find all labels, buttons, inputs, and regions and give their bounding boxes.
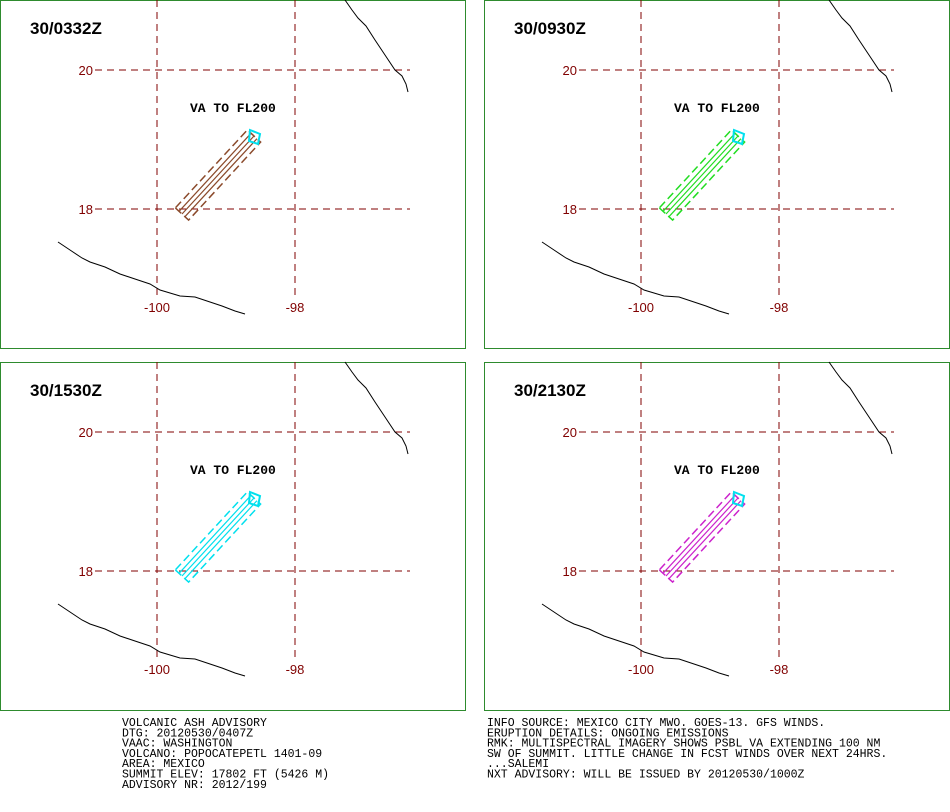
panel-border — [484, 0, 950, 349]
longitude-label: -98 — [286, 662, 305, 677]
longitude-label: -100 — [144, 300, 170, 315]
latitude-label: 18 — [79, 564, 93, 579]
valid-time: 30/0930Z — [514, 19, 586, 38]
advisory-line: SUMMIT ELEV: 17802 FT (5426 M) — [122, 769, 329, 782]
ash-line — [668, 138, 742, 218]
advisory-line: DTG: 20120530/0407Z — [122, 727, 253, 740]
map-panel: 20 18 -100 -98 30/2130Z VA TO FL200 — [484, 361, 950, 711]
advisory-line: RMK: MULTISPECTRAL IMAGERY SHOWS PSBL VA… — [487, 738, 880, 751]
coastline — [828, 0, 893, 93]
ash-line — [665, 135, 739, 215]
coastline — [57, 241, 246, 315]
ash-line — [178, 494, 252, 574]
ash-outline — [658, 128, 746, 222]
coastline — [828, 361, 893, 455]
advisory-line: VOLCANIC ASH ADVISORY — [122, 717, 267, 730]
advisory-line: NXT ADVISORY: WILL BE ISSUED BY 20120530… — [487, 769, 805, 782]
map-panel: 20 18 -100 -98 30/1530Z VA TO FL200 — [0, 361, 466, 711]
valid-time: 30/0332Z — [30, 19, 102, 38]
valid-time: 30/2130Z — [514, 381, 586, 400]
longitude-label: -100 — [144, 662, 170, 677]
panel-border — [484, 362, 950, 711]
ash-line — [178, 132, 252, 212]
ash-line — [662, 132, 736, 212]
advisory-line: VAAC: WASHINGTON — [122, 738, 232, 751]
coastline — [541, 241, 730, 315]
advisory-line: SW OF SUMMIT. LITTLE CHANGE IN FCST WIND… — [487, 748, 887, 761]
coastline — [344, 0, 409, 93]
longitude-label: -98 — [770, 300, 789, 315]
latitude-label: 20 — [79, 63, 93, 78]
map-panel: 20 18 -100 -98 30/0332Z VA TO FL200 — [0, 0, 466, 349]
coastline — [541, 603, 730, 677]
longitude-label: -100 — [628, 662, 654, 677]
latitude-label: 18 — [79, 202, 93, 217]
advisory-line: AREA: MEXICO — [122, 758, 205, 771]
advisory-line: ERUPTION DETAILS: ONGOING EMISSIONS — [487, 727, 729, 740]
ash-outline — [174, 128, 262, 222]
ash-line — [668, 500, 742, 580]
summit-marker — [247, 128, 262, 146]
longitude-label: -98 — [286, 300, 305, 315]
flight-level-label: VA TO FL200 — [190, 101, 276, 116]
advisory-line: VOLCANO: POPOCATEPETL 1401-09 — [122, 748, 322, 761]
flight-level-label: VA TO FL200 — [674, 101, 760, 116]
valid-time: 30/1530Z — [30, 381, 102, 400]
map-panel: 20 18 -100 -98 30/0930Z VA TO FL200 — [484, 0, 950, 349]
summit-marker — [247, 490, 262, 508]
flight-level-label: VA TO FL200 — [190, 463, 276, 478]
coastline — [57, 603, 246, 677]
flight-level-label: VA TO FL200 — [674, 463, 760, 478]
ash-outline — [174, 490, 262, 584]
ash-line — [184, 500, 258, 580]
advisory-line: ADVISORY NR: 2012/199 — [122, 779, 267, 792]
summit-marker — [731, 490, 746, 508]
latitude-label: 20 — [563, 63, 577, 78]
ash-line — [662, 494, 736, 574]
longitude-label: -100 — [628, 300, 654, 315]
panel-border — [0, 362, 466, 711]
ash-line — [665, 497, 739, 577]
latitude-label: 20 — [79, 425, 93, 440]
ash-line — [181, 135, 255, 215]
coastline — [344, 361, 409, 455]
advisory-line: INFO SOURCE: MEXICO CITY MWO. GOES-13. G… — [487, 717, 825, 730]
ash-line — [181, 497, 255, 577]
panel-border — [0, 0, 466, 349]
advisory-line: ...SALEMI — [487, 758, 549, 771]
ash-outline — [658, 490, 746, 584]
summit-marker — [731, 128, 746, 146]
latitude-label: 18 — [563, 564, 577, 579]
latitude-label: 18 — [563, 202, 577, 217]
longitude-label: -98 — [770, 662, 789, 677]
ash-line — [184, 138, 258, 218]
latitude-label: 20 — [563, 425, 577, 440]
